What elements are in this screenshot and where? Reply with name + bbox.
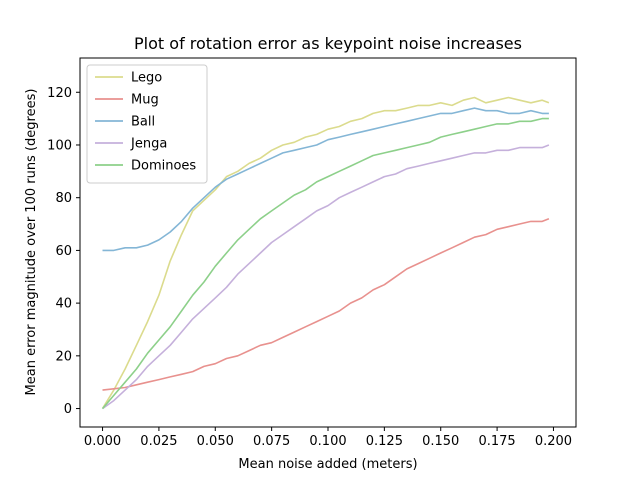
x-tick-label: 0.175 <box>478 434 515 449</box>
x-tick-label: 0.000 <box>84 434 121 449</box>
y-tick-label: 40 <box>55 297 72 312</box>
y-tick-label: 20 <box>55 349 72 364</box>
plot-area <box>79 57 577 428</box>
legend-box <box>86 64 208 184</box>
x-axis-label: Mean noise added (meters) <box>238 457 417 472</box>
series-line-lego <box>101 96 550 410</box>
legend-label-ball: Ball <box>131 115 155 130</box>
y-tick-label: 0 <box>64 402 72 417</box>
x-tick-label: 0.125 <box>366 434 403 449</box>
y-tick-label: 80 <box>55 191 72 206</box>
x-tick-label: 0.200 <box>535 434 572 449</box>
legend-label-jenga: Jenga <box>130 137 167 152</box>
series-line-ball <box>102 107 549 252</box>
series-line-dominoes <box>101 117 549 410</box>
y-tick-label: 100 <box>47 138 72 153</box>
y-tick-label: 120 <box>47 86 72 101</box>
series-line-mug <box>102 218 550 391</box>
legend: Lego Mug Ball Jenga Dominoes <box>86 64 208 184</box>
series-line-jenga <box>102 144 550 410</box>
y-axis-label: Mean error magnitude over 100 runs (degr… <box>24 89 39 396</box>
x-tick-label: 0.150 <box>422 434 459 449</box>
y-axis-ticks: 0 20 40 60 80 100 120 <box>47 86 80 417</box>
x-tick-label: 0.100 <box>309 434 346 449</box>
legend-label-dominoes: Dominoes <box>131 159 196 174</box>
x-tick-label: 0.050 <box>197 434 234 449</box>
y-tick-label: 60 <box>55 244 72 259</box>
legend-label-lego: Lego <box>131 71 162 86</box>
legend-label-mug: Mug <box>131 93 159 108</box>
x-tick-label: 0.075 <box>253 434 290 449</box>
x-tick-label: 0.025 <box>140 434 177 449</box>
x-axis-ticks: 0.000 0.025 0.050 0.075 0.100 0.125 0.150 0.175… <box>84 427 572 449</box>
chart-title: Plot of rotation error as keypoint noise… <box>134 34 522 53</box>
